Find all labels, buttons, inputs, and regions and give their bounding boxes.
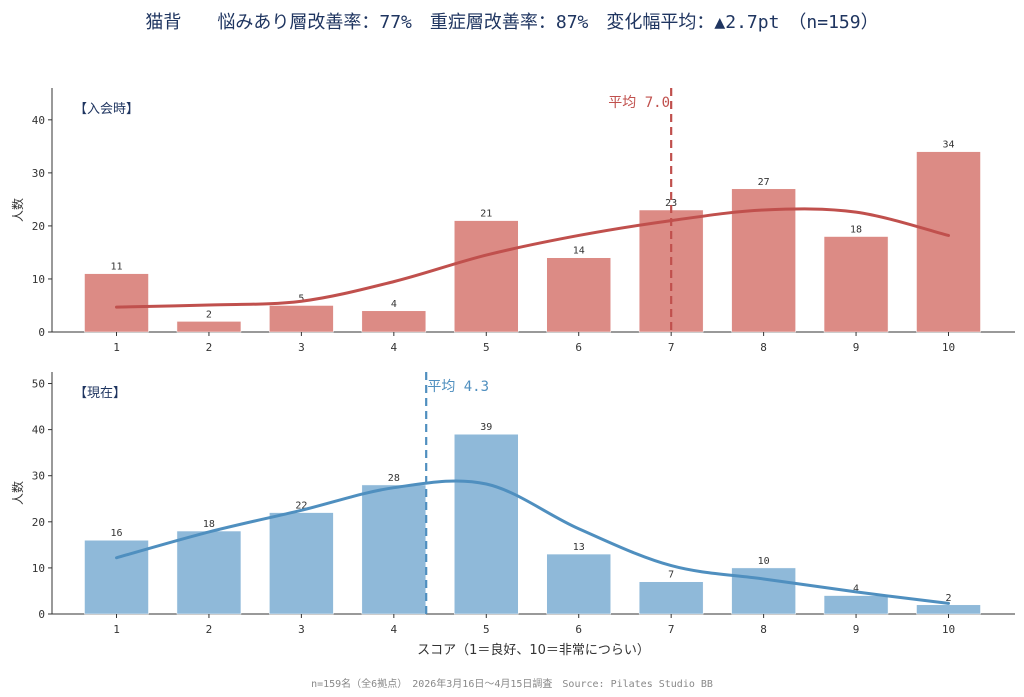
bar-value-label: 28 <box>388 473 400 484</box>
x-tick-label: 5 <box>483 341 490 354</box>
bar-value-label: 4 <box>391 299 397 310</box>
bar-value-label: 39 <box>480 422 492 433</box>
panel-label: 【入会時】 <box>74 102 139 117</box>
density-curve <box>115 207 950 309</box>
x-tick-label: 9 <box>853 341 860 354</box>
bar-value-label: 2 <box>945 593 951 604</box>
y-tick-label: 50 <box>32 378 45 391</box>
x-tick-label: 7 <box>668 341 675 354</box>
bar-value-label: 10 <box>758 556 770 567</box>
x-tick-label: 7 <box>668 623 675 636</box>
bar-value-label: 13 <box>573 542 585 553</box>
bar-value-label: 34 <box>942 140 954 151</box>
x-tick-label: 3 <box>298 623 305 636</box>
bar-value-label: 5 <box>298 293 304 304</box>
bar <box>454 220 519 333</box>
x-tick-label: 6 <box>575 341 582 354</box>
x-tick-label: 4 <box>391 341 398 354</box>
x-tick-label: 8 <box>760 341 767 354</box>
x-tick-label: 10 <box>942 623 955 636</box>
bar-value-label: 22 <box>295 501 307 512</box>
bar-value-label: 18 <box>203 519 215 530</box>
panel-label: 【現在】 <box>74 386 126 401</box>
x-tick-label: 10 <box>942 341 955 354</box>
x-tick-label: 1 <box>113 623 120 636</box>
mean-label: 平均 7.0 <box>608 95 670 111</box>
bar <box>823 595 889 615</box>
bar-value-label: 11 <box>110 262 122 273</box>
bar-value-label: 27 <box>758 177 770 188</box>
bar <box>916 151 981 333</box>
x-tick-label: 9 <box>853 623 860 636</box>
x-tick-label: 4 <box>391 623 398 636</box>
y-tick-label: 10 <box>32 273 45 286</box>
bar <box>823 236 889 333</box>
bar-value-label: 4 <box>853 584 859 595</box>
bar <box>546 257 611 333</box>
x-tick-label: 2 <box>206 341 213 354</box>
bar-value-label: 2 <box>206 309 212 320</box>
bar <box>361 310 427 333</box>
chart-panel-2: 0 10 20 30 40 50 人数 16 18 22 28 39 13 7 10 4 2 1 2 3 4 5 6 7 8 9 1… <box>10 372 1015 658</box>
y-tick-label: 30 <box>32 167 45 180</box>
y-tick-label: 10 <box>32 562 45 575</box>
bar-value-label: 14 <box>573 246 585 257</box>
density-curve <box>115 479 950 605</box>
y-tick-label: 30 <box>32 470 45 483</box>
y-tick-label: 40 <box>32 424 45 437</box>
y-tick-label: 0 <box>38 608 45 621</box>
y-axis-label: 人数 <box>10 198 25 222</box>
mean-label: 平均 4.3 <box>427 379 489 395</box>
bar-value-label: 21 <box>480 209 492 220</box>
x-tick-label: 8 <box>760 623 767 636</box>
bar <box>84 273 149 333</box>
bar <box>454 433 519 615</box>
x-tick-label: 1 <box>113 341 120 354</box>
bar-value-label: 23 <box>665 198 677 209</box>
y-tick-label: 20 <box>32 516 45 529</box>
y-axis-label: 人数 <box>10 481 25 505</box>
bar <box>176 321 242 333</box>
bar <box>176 530 242 615</box>
bar <box>638 581 704 615</box>
x-tick-label: 2 <box>206 623 213 636</box>
bar-value-label: 16 <box>110 528 122 539</box>
y-tick-label: 20 <box>32 220 45 233</box>
bar-value-label: 7 <box>668 570 674 581</box>
bar <box>916 604 981 615</box>
bar <box>361 484 427 615</box>
bar <box>269 305 334 333</box>
bar-value-label: 18 <box>850 225 862 236</box>
x-tick-label: 5 <box>483 623 490 636</box>
y-tick-label: 0 <box>38 326 45 339</box>
y-tick-label: 40 <box>32 114 45 127</box>
bar <box>269 512 334 615</box>
footer-note: n=159名（全6拠点） 2026年3月16日〜4月15日調査 Source: … <box>311 679 713 690</box>
x-axis-label: スコア（1＝良好、10＝非常につらい） <box>417 642 650 658</box>
bar <box>546 553 611 615</box>
x-tick-label: 3 <box>298 341 305 354</box>
page-title: 猫背 悩みあり層改善率：77% 重症層改善率：87% 変化幅平均：▲2.7pt … <box>145 12 879 33</box>
x-tick-label: 6 <box>575 623 582 636</box>
